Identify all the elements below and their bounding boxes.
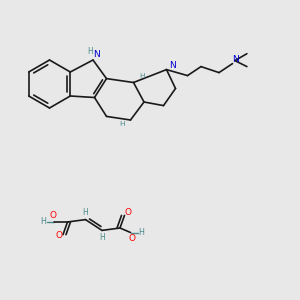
Text: H: H <box>99 233 105 242</box>
Text: N: N <box>169 61 176 70</box>
Text: N: N <box>93 50 100 59</box>
Text: H: H <box>40 218 46 226</box>
Text: O: O <box>50 211 57 220</box>
Text: O: O <box>128 234 136 243</box>
Text: O: O <box>55 231 62 240</box>
Text: H: H <box>139 228 145 237</box>
Text: H: H <box>119 121 125 127</box>
Text: H: H <box>140 74 145 80</box>
Text: H: H <box>82 208 88 217</box>
Text: N: N <box>232 56 239 64</box>
Text: H: H <box>88 47 94 56</box>
Text: O: O <box>124 208 132 217</box>
